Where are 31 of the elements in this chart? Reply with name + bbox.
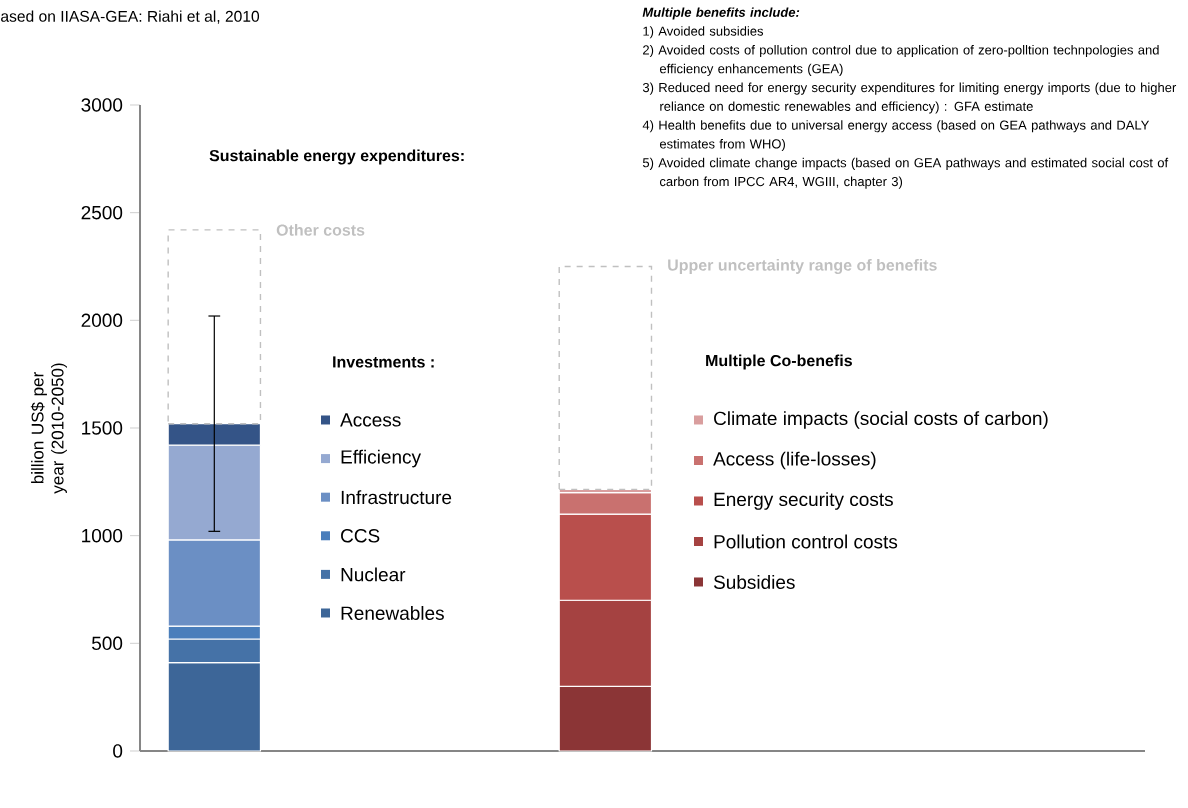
legend-label: Subsidies bbox=[713, 575, 795, 589]
text: Sustainable energy expenditures: bbox=[209, 149, 464, 165]
y-axis-title: billion US$ per year (2010-2050) bbox=[30, 363, 67, 494]
annotation: Multiple Co-benefis bbox=[706, 354, 852, 370]
series-label: Upper uncertainty range of benefits bbox=[668, 258, 937, 274]
legend-label: Access (life-losses) bbox=[713, 451, 876, 470]
legend-label: Nuclear bbox=[341, 567, 406, 582]
y-tick-label: 0 bbox=[113, 744, 123, 758]
legend-label: Access bbox=[340, 413, 401, 427]
y-tick-label: 2000 bbox=[81, 313, 123, 328]
text: 2) Avoided costs of pollution control due to application of zero-polltion technpologies and efficiency enhancements (GEA) bbox=[643, 45, 1159, 76]
legend-label: Pollution control costs bbox=[714, 534, 898, 549]
annotation: 4) Health benefits due to universal energy access (based on GEA pathways and DALY estimates from WHO) bbox=[642, 120, 1150, 152]
legend-label: Renewables bbox=[341, 606, 444, 620]
y-tick-label: 3000 bbox=[81, 98, 123, 112]
legend-label: CCS bbox=[341, 529, 380, 543]
y-tick-label: 2500 bbox=[81, 205, 123, 220]
annotation: 5) Avoided climate change impacts (based on GEA pathways and estimated social cost of carbon from IPCC AR4, WGIII, chapter 3) bbox=[642, 157, 1169, 189]
series-label: Other costs bbox=[276, 224, 365, 236]
legend-label: Climate impacts (social costs of carbon) bbox=[714, 411, 1048, 429]
text: Multiple benefits include: bbox=[642, 7, 800, 20]
annotation: Investments : bbox=[333, 356, 434, 368]
text: ased on IIASA-GEA: Riahi et al, 2010 bbox=[1, 10, 260, 24]
legend-label: Infrastructure bbox=[341, 490, 452, 505]
y-tick-label: 1000 bbox=[82, 528, 123, 543]
text: 1) Avoided subsidies bbox=[643, 26, 764, 39]
y-tick-label: 500 bbox=[91, 636, 123, 651]
y-tick-label: 1500 bbox=[82, 421, 123, 435]
legend-label: Efficiency bbox=[341, 449, 422, 468]
annotation: 3) Reduced need for energy security expenditures for limiting energy imports (due to higher reliance on domestic renewables and efficiency) : GFA estimate bbox=[642, 82, 1177, 114]
legend-label: Energy security costs bbox=[714, 492, 893, 510]
